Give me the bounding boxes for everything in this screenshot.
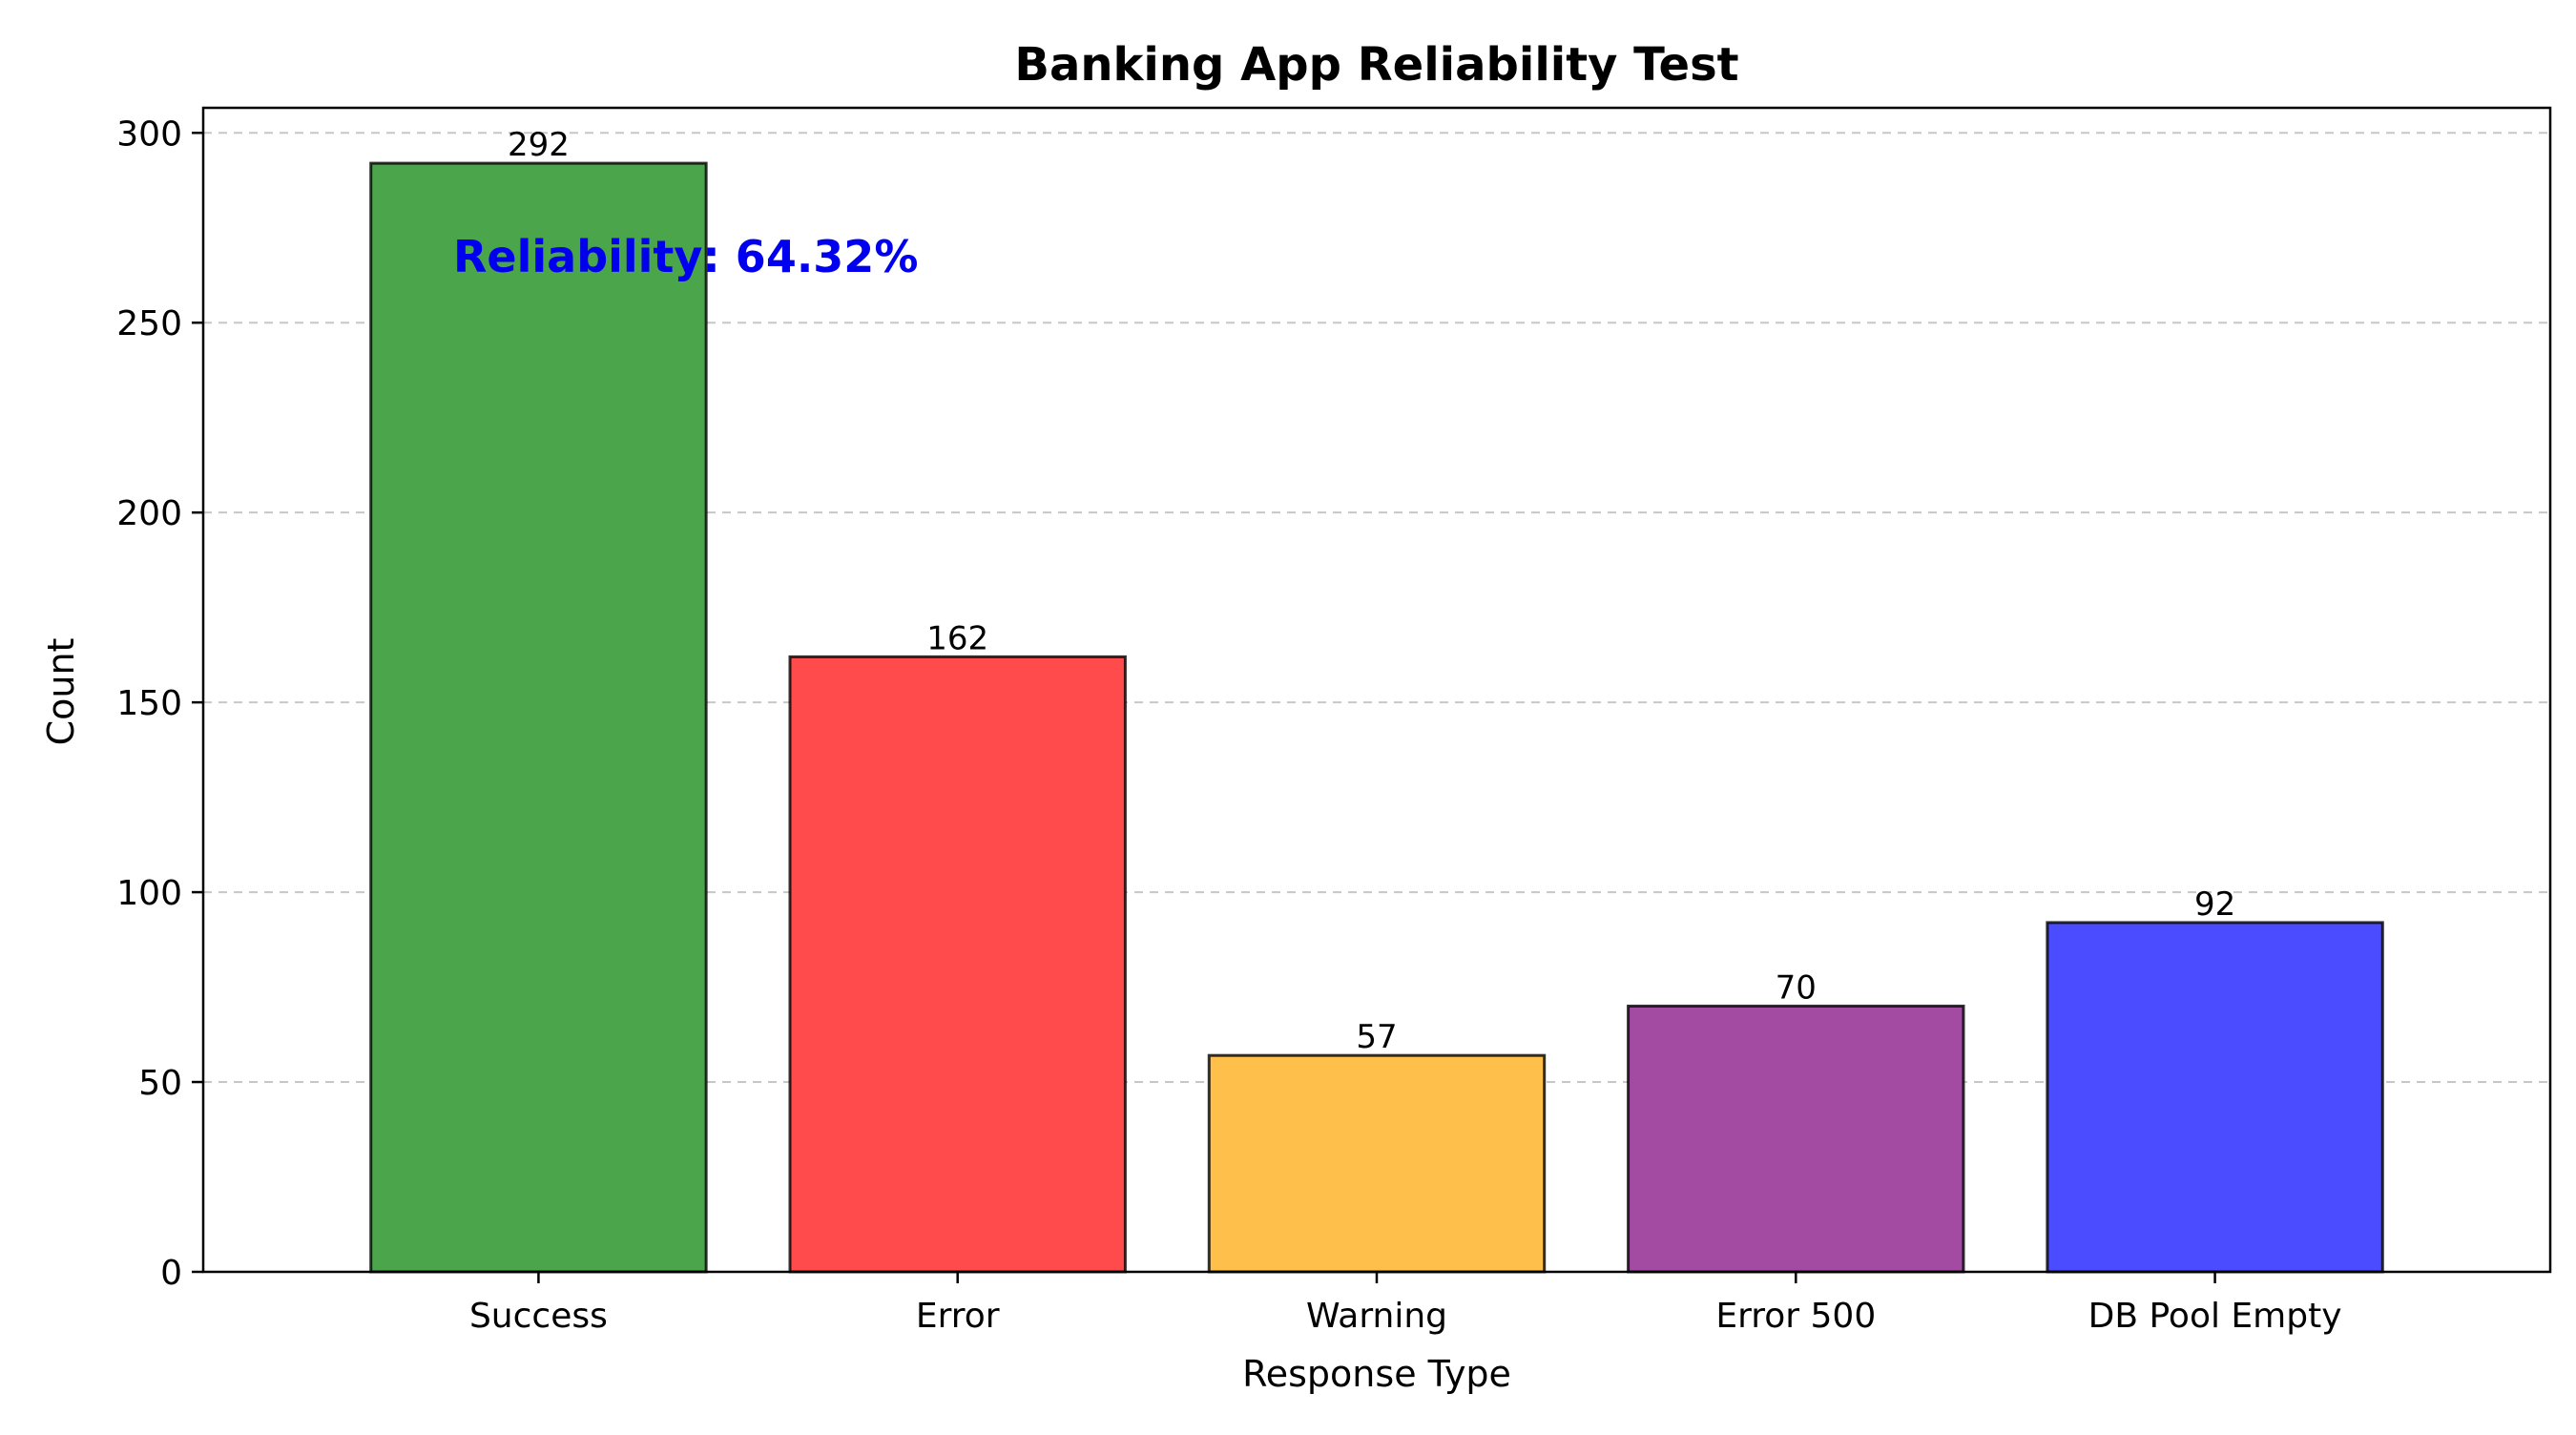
- x-axis-label: Response Type: [1242, 1353, 1511, 1395]
- y-tick-label: 200: [116, 494, 182, 533]
- bar-warning: [1207, 1053, 1547, 1274]
- bar-error-500: [1627, 1004, 1965, 1274]
- bar-db-pool-empty: [2046, 921, 2384, 1274]
- bar-success: [369, 161, 708, 1274]
- y-tick-label: 50: [138, 1064, 182, 1103]
- data-label: 70: [1776, 968, 1817, 1007]
- reliability-annotation: Reliability: 64.32%: [453, 231, 918, 282]
- x-tick-label: Success: [469, 1297, 608, 1336]
- x-axis-ticks: Success Error Warning Error 500 DB Pool Empt…: [469, 1272, 2342, 1336]
- y-tick-label: 150: [116, 684, 182, 723]
- y-axis-label: Count: [40, 638, 82, 746]
- y-tick-label: 300: [116, 114, 182, 154]
- data-label: 162: [926, 619, 988, 657]
- y-tick-label: 100: [116, 874, 182, 913]
- y-axis-ticks: 0 50 100 150 200 250 300: [116, 114, 203, 1293]
- y-tick-label: 0: [160, 1254, 182, 1293]
- data-label: 292: [508, 126, 570, 164]
- chart-title: Banking App Reliability Test: [1014, 38, 1738, 92]
- data-label: 57: [1356, 1018, 1397, 1056]
- y-tick-label: 250: [116, 304, 182, 343]
- x-tick-label: Error 500: [1715, 1297, 1876, 1336]
- bars: [369, 161, 2384, 1274]
- x-tick-label: DB Pool Empty: [2088, 1297, 2342, 1336]
- x-tick-label: Warning: [1306, 1297, 1447, 1336]
- data-labels: 292 162 57 70 92: [508, 126, 2235, 1056]
- bar-error: [788, 655, 1127, 1274]
- x-tick-label: Error: [916, 1297, 1000, 1336]
- data-label: 92: [2194, 885, 2235, 924]
